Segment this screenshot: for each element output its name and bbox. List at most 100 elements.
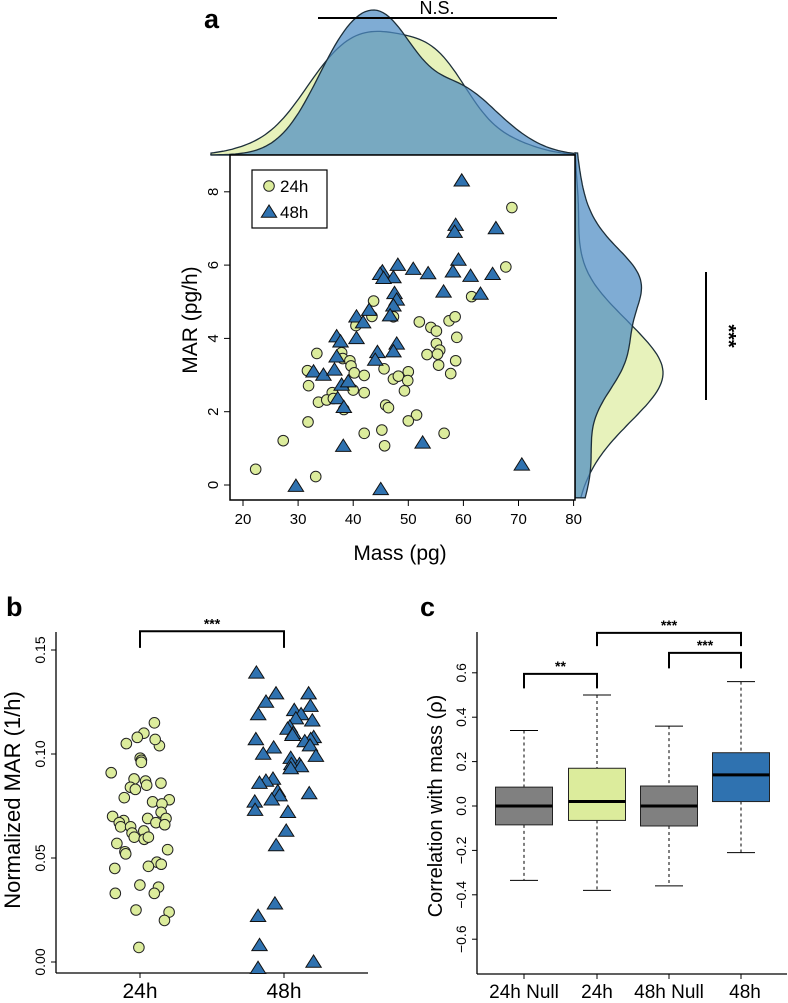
- x-tick-label: 48h: [729, 982, 761, 1003]
- point-24h: [302, 379, 315, 392]
- point-24h: [114, 821, 127, 833]
- y-tick-label: 0: [205, 481, 222, 489]
- point-48h: [303, 712, 321, 727]
- point-48h: [249, 960, 267, 974]
- point-48h: [270, 787, 289, 802]
- panel-label-b: b: [6, 592, 23, 622]
- point-24h: [148, 887, 161, 900]
- point-24h: [146, 796, 159, 808]
- point-48h: [445, 224, 464, 238]
- legend-marker-48h: [260, 204, 278, 218]
- point-24h: [348, 367, 361, 379]
- point-48h: [265, 739, 283, 754]
- significance-label: ***: [204, 615, 221, 631]
- point-24h: [105, 766, 117, 779]
- point-48h: [449, 252, 468, 266]
- y-tick-label: 0.15: [32, 636, 48, 663]
- point-48h: [325, 361, 344, 376]
- point-24h: [140, 779, 153, 792]
- point-24h: [438, 427, 450, 440]
- point-24h: [398, 385, 411, 397]
- point-24h: [130, 904, 142, 916]
- point-24h: [358, 386, 371, 399]
- point-24h: [129, 783, 142, 796]
- point-48h: [300, 785, 318, 800]
- y-tick-label: 0.0: [453, 796, 469, 816]
- point-24h: [449, 310, 461, 323]
- point-24h: [367, 295, 380, 307]
- point-48h: [254, 746, 272, 760]
- point-48h: [372, 481, 390, 496]
- panel-c: c −0.6 −0.4 −0.2 0.0 0.2 0.4 0.6 Correlation wit…: [420, 592, 787, 1003]
- point-48h: [249, 706, 267, 721]
- point-48h: [384, 297, 403, 312]
- point-24h: [109, 887, 122, 900]
- point-24h: [161, 843, 174, 856]
- point-48h: [247, 664, 265, 679]
- point-24h: [158, 914, 171, 927]
- legend-marker-24h: [263, 180, 275, 192]
- y-tick-label: 0.00: [32, 948, 48, 975]
- point-48h: [335, 399, 353, 414]
- point-48h: [381, 307, 399, 322]
- point-48h: [287, 478, 305, 492]
- point-24h: [148, 717, 161, 729]
- y-tick-label: 8: [205, 188, 222, 196]
- y-tick-label: 0.10: [32, 740, 48, 767]
- point-24h: [392, 370, 405, 382]
- point-24h: [378, 363, 390, 375]
- y-tick-label: 4: [205, 334, 222, 342]
- point-48h: [389, 257, 407, 271]
- point-24h: [142, 831, 155, 844]
- y-tick-label: 6: [205, 261, 222, 269]
- point-24h: [158, 818, 171, 831]
- point-24h: [135, 756, 148, 769]
- y-tick-label: 0.05: [32, 844, 48, 871]
- point-24h: [450, 331, 463, 344]
- point-24h: [131, 731, 144, 744]
- legend-label-48h: 48h: [280, 203, 308, 222]
- significance-label: ***: [661, 617, 678, 633]
- point-24h: [108, 862, 121, 875]
- x-tick-label: 60: [455, 511, 472, 528]
- point-24h: [302, 416, 314, 428]
- point-24h: [382, 401, 395, 414]
- point-48h: [329, 390, 347, 405]
- point-24h: [277, 434, 290, 447]
- box-48h-null: [640, 725, 698, 887]
- y-tick-label: −0.4: [453, 881, 469, 909]
- point-48h: [414, 434, 432, 449]
- point-48h: [366, 352, 384, 366]
- point-48h: [471, 286, 490, 300]
- point-48h: [347, 330, 366, 345]
- point-48h: [434, 283, 453, 298]
- y-axis-title: MAR (pg/h): [179, 266, 202, 373]
- ns-label: N.S.: [419, 0, 454, 18]
- y-tick-label: −0.6: [453, 925, 469, 953]
- y-axis-title: Correlation with mass (ρ): [425, 695, 447, 918]
- point-48h: [444, 263, 462, 278]
- point-24h: [431, 348, 444, 360]
- point-48h: [419, 265, 437, 280]
- y-tick-label: 0.4: [453, 707, 469, 727]
- significance-bracket: [668, 651, 742, 669]
- y-tick-label: −0.2: [453, 836, 469, 864]
- point-24h: [309, 470, 322, 483]
- legend-label-24h: 24h: [280, 177, 308, 196]
- point-48h: [374, 270, 393, 285]
- significance-bracket: [139, 630, 285, 648]
- x-axis-title: Mass (pg): [353, 542, 446, 565]
- x-tick-label: 48h Null: [634, 982, 704, 1003]
- point-24h: [402, 415, 415, 427]
- point-48h: [283, 727, 302, 742]
- point-24h: [111, 837, 123, 850]
- x-tick-label: 48h: [266, 980, 301, 1003]
- point-48h: [483, 266, 502, 281]
- y-tick-label: 2: [205, 408, 222, 416]
- point-24h: [119, 848, 132, 860]
- point-24h: [149, 733, 161, 746]
- point-24h: [142, 860, 155, 873]
- point-24h: [155, 858, 168, 871]
- point-24h: [134, 879, 146, 891]
